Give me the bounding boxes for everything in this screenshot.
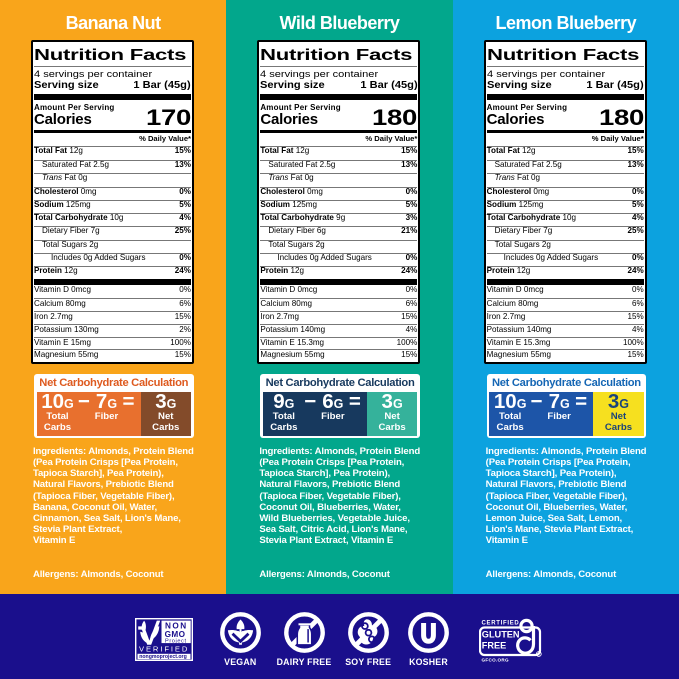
svg-text:GFCO.ORG: GFCO.ORG bbox=[482, 658, 510, 663]
svg-text:R: R bbox=[537, 653, 540, 657]
svg-text:nongmoproject.org: nongmoproject.org bbox=[139, 654, 187, 660]
svg-text:GMO: GMO bbox=[165, 630, 186, 639]
svg-text:VERIFIED: VERIFIED bbox=[139, 644, 189, 653]
svg-text:FREE: FREE bbox=[482, 641, 507, 651]
svg-text:GLUTEN: GLUTEN bbox=[482, 630, 520, 640]
svg-text:NON: NON bbox=[165, 622, 188, 631]
svg-text:CERTIFIED: CERTIFIED bbox=[482, 621, 520, 627]
svg-text:Project: Project bbox=[165, 638, 187, 644]
